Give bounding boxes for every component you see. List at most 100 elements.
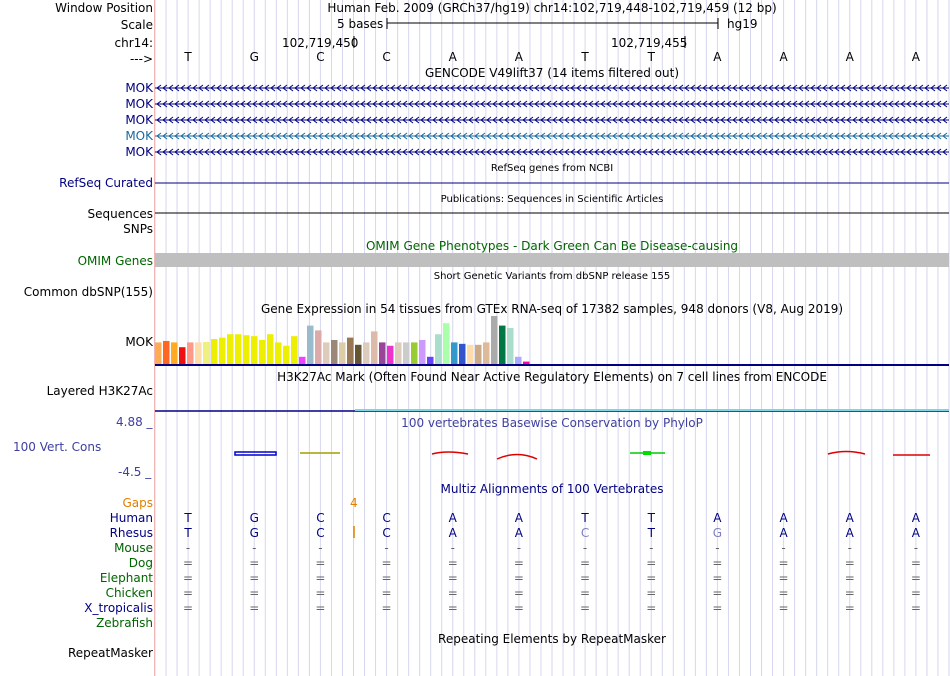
gencode-strand-arrows xyxy=(156,100,948,108)
multiz-track-title[interactable]: Multiz Alignments of 100 Vertebrates xyxy=(440,482,664,496)
alignment-cell: A xyxy=(779,511,788,525)
ruler-base: C xyxy=(382,50,391,64)
alignment-cell: = xyxy=(910,601,921,615)
alignment-cell: A xyxy=(448,526,457,540)
phylop-signal xyxy=(234,451,277,456)
gtex-tissue-bar xyxy=(251,336,258,364)
gtex-track-title[interactable]: Gene Expression in 54 tissues from GTEx … xyxy=(260,302,844,316)
alignment-cell: = xyxy=(646,571,657,585)
gencode-item-label[interactable]: MOK xyxy=(125,113,153,127)
alignment-cell: = xyxy=(910,556,921,570)
alignment-cell: = xyxy=(315,601,326,615)
alignment-cell: - xyxy=(715,541,720,555)
alignment-cell: C xyxy=(382,511,391,525)
species-label[interactable]: Elephant xyxy=(99,571,153,585)
gtex-tissue-bar xyxy=(411,342,418,364)
repeatmasker-label[interactable]: RepeatMasker xyxy=(67,646,153,660)
alignment-cell: = xyxy=(315,556,326,570)
gtex-tissue-bar xyxy=(275,342,282,364)
gtex-tissue-bar xyxy=(515,356,522,364)
label-divider xyxy=(154,0,155,676)
alignment-cell: T xyxy=(647,511,655,525)
alignment-cell: A xyxy=(713,511,722,525)
gtex-tissue-bar xyxy=(235,334,242,364)
alignment-cell: = xyxy=(910,571,921,585)
repeatmasker-track-title[interactable]: Repeating Elements by RepeatMasker xyxy=(438,632,666,646)
alignment-cell: = xyxy=(580,586,591,600)
alignment-cell: = xyxy=(381,571,392,585)
alignment-cell: = xyxy=(183,556,194,570)
alignment-cell: G xyxy=(249,511,259,525)
gtex-tissue-bar xyxy=(419,340,426,364)
alignment-cell: = xyxy=(712,556,723,570)
phylop-signal xyxy=(431,451,469,455)
gtex-tissue-bar xyxy=(339,342,346,364)
phylop-track-title[interactable]: 100 vertebrates Basewise Conservation by… xyxy=(401,416,703,430)
window-position-text[interactable]: Human Feb. 2009 (GRCh37/hg19) chr14:102,… xyxy=(327,1,777,15)
gaps-label: Gaps xyxy=(122,496,153,510)
alignment-cell: = xyxy=(712,571,723,585)
gtex-tissue-bar xyxy=(483,342,490,364)
ruler-base: G xyxy=(249,50,259,64)
gtex-tissue-bar xyxy=(371,331,378,364)
gtex-label[interactable]: MOK xyxy=(125,335,153,349)
tick-label-right: 102,719,455 xyxy=(611,36,688,50)
gencode-item-label[interactable]: MOK xyxy=(125,81,153,95)
refseq-track-title[interactable]: RefSeq genes from NCBI xyxy=(490,163,614,174)
alignment-cell: - xyxy=(582,541,588,555)
alignment-cell: = xyxy=(778,556,789,570)
alignment-cell: = xyxy=(513,571,524,585)
gtex-tissue-bar xyxy=(155,342,162,364)
gtex-tissue-bar xyxy=(267,334,274,364)
phylop-max-label: 4.88 _ xyxy=(116,415,153,429)
species-label[interactable]: Dog xyxy=(128,556,153,570)
phylop-label[interactable]: 100 Vert. Cons xyxy=(13,440,102,454)
gtex-tissue-bar xyxy=(291,336,298,364)
gtex-tissue-bar xyxy=(171,342,178,364)
gtex-tissue-bar xyxy=(347,337,354,364)
gtex-tissue-bar xyxy=(363,342,370,364)
gtex-tissue-bar xyxy=(467,344,474,364)
gtex-tissue-bar xyxy=(315,330,322,364)
species-label[interactable]: Mouse xyxy=(114,541,153,555)
gencode-item-label[interactable]: MOK xyxy=(125,97,153,111)
species-label[interactable]: X_tropicalis xyxy=(84,601,153,615)
alignment-cell: = xyxy=(712,601,723,615)
species-label[interactable]: Zebrafish xyxy=(96,616,153,630)
h3k27ac-label[interactable]: Layered H3K27Ac xyxy=(46,384,153,398)
h3k27ac-track-title[interactable]: H3K27Ac Mark (Often Found Near Active Re… xyxy=(277,370,827,384)
alignment-cell: = xyxy=(381,586,392,600)
gencode-item-label[interactable]: MOK xyxy=(125,145,153,159)
alignment-cell: = xyxy=(580,601,591,615)
gencode-strand-arrows xyxy=(156,116,948,124)
gtex-tissue-bar xyxy=(259,340,266,364)
alignment-cell: = xyxy=(315,586,326,600)
gencode-item-label[interactable]: MOK xyxy=(125,129,153,143)
species-label[interactable]: Rhesus xyxy=(109,526,153,540)
dbsnp-track-title[interactable]: Short Genetic Variants from dbSNP releas… xyxy=(433,271,671,282)
gtex-tissue-bar xyxy=(387,345,394,364)
alignment-cell: A xyxy=(845,526,854,540)
ruler-base: T xyxy=(184,50,192,64)
refseq-label[interactable]: RefSeq Curated xyxy=(59,176,153,190)
gtex-tissue-bar xyxy=(499,325,506,364)
dbsnp-label[interactable]: Common dbSNP(155) xyxy=(23,285,153,299)
gtex-tissue-bar xyxy=(187,342,194,364)
species-label[interactable]: Chicken xyxy=(105,586,153,600)
gtex-tissue-bar xyxy=(299,356,306,364)
alignment-cell: = xyxy=(249,586,260,600)
snps-label[interactable]: SNPs xyxy=(123,222,153,236)
sequences-label[interactable]: Sequences xyxy=(87,207,153,221)
ruler-base: C xyxy=(316,50,325,64)
species-label[interactable]: Human xyxy=(109,511,153,525)
omim-track-title[interactable]: OMIM Gene Phenotypes - Dark Green Can Be… xyxy=(365,239,739,253)
alignment-cell: G xyxy=(249,526,259,540)
gencode-strand-arrows xyxy=(156,148,948,156)
alignment-cell: - xyxy=(649,541,654,555)
omim-label[interactable]: OMIM Genes xyxy=(77,254,153,268)
gtex-tissue-bar xyxy=(211,339,218,364)
gencode-track-title[interactable]: GENCODE V49lift37 (14 items filtered out… xyxy=(424,66,680,80)
gtex-tissue-bar xyxy=(163,340,170,364)
publications-track-title[interactable]: Publications: Sequences in Scientific Ar… xyxy=(440,194,664,205)
alignment-cell: = xyxy=(646,601,657,615)
